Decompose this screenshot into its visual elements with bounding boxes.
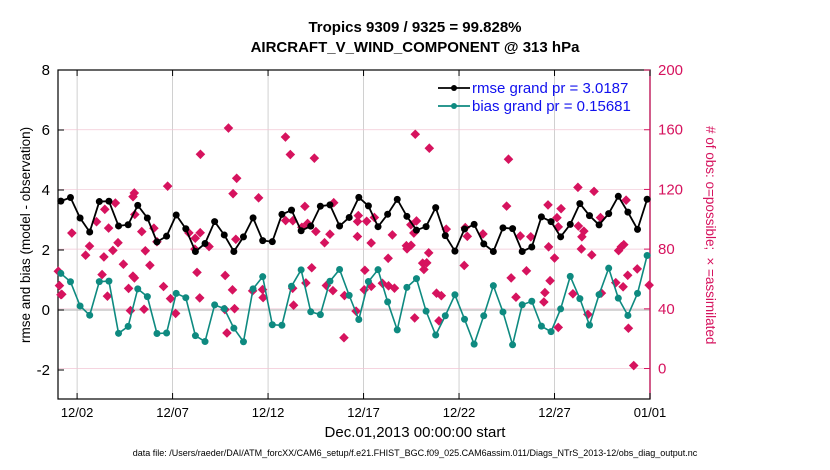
svg-text:01/01: 01/01: [634, 405, 667, 420]
svg-text:12/02: 12/02: [61, 405, 94, 420]
svg-text:12/07: 12/07: [156, 405, 189, 420]
svg-text:12/17: 12/17: [347, 405, 380, 420]
svg-text:12/22: 12/22: [443, 405, 476, 420]
svg-text:120: 120: [658, 181, 683, 198]
svg-text:200: 200: [658, 62, 683, 79]
svg-text:40: 40: [658, 301, 675, 318]
svg-text:4: 4: [42, 182, 50, 199]
svg-text:8: 8: [42, 62, 50, 79]
svg-text:2: 2: [42, 242, 50, 259]
svg-text:12/12: 12/12: [252, 405, 285, 420]
svg-text:6: 6: [42, 122, 50, 139]
svg-text:0: 0: [658, 361, 666, 378]
svg-text:-2: -2: [37, 362, 50, 379]
svg-text:80: 80: [658, 241, 675, 258]
svg-text:0: 0: [42, 302, 50, 319]
svg-text:12/27: 12/27: [538, 405, 571, 420]
svg-text:160: 160: [658, 122, 683, 139]
